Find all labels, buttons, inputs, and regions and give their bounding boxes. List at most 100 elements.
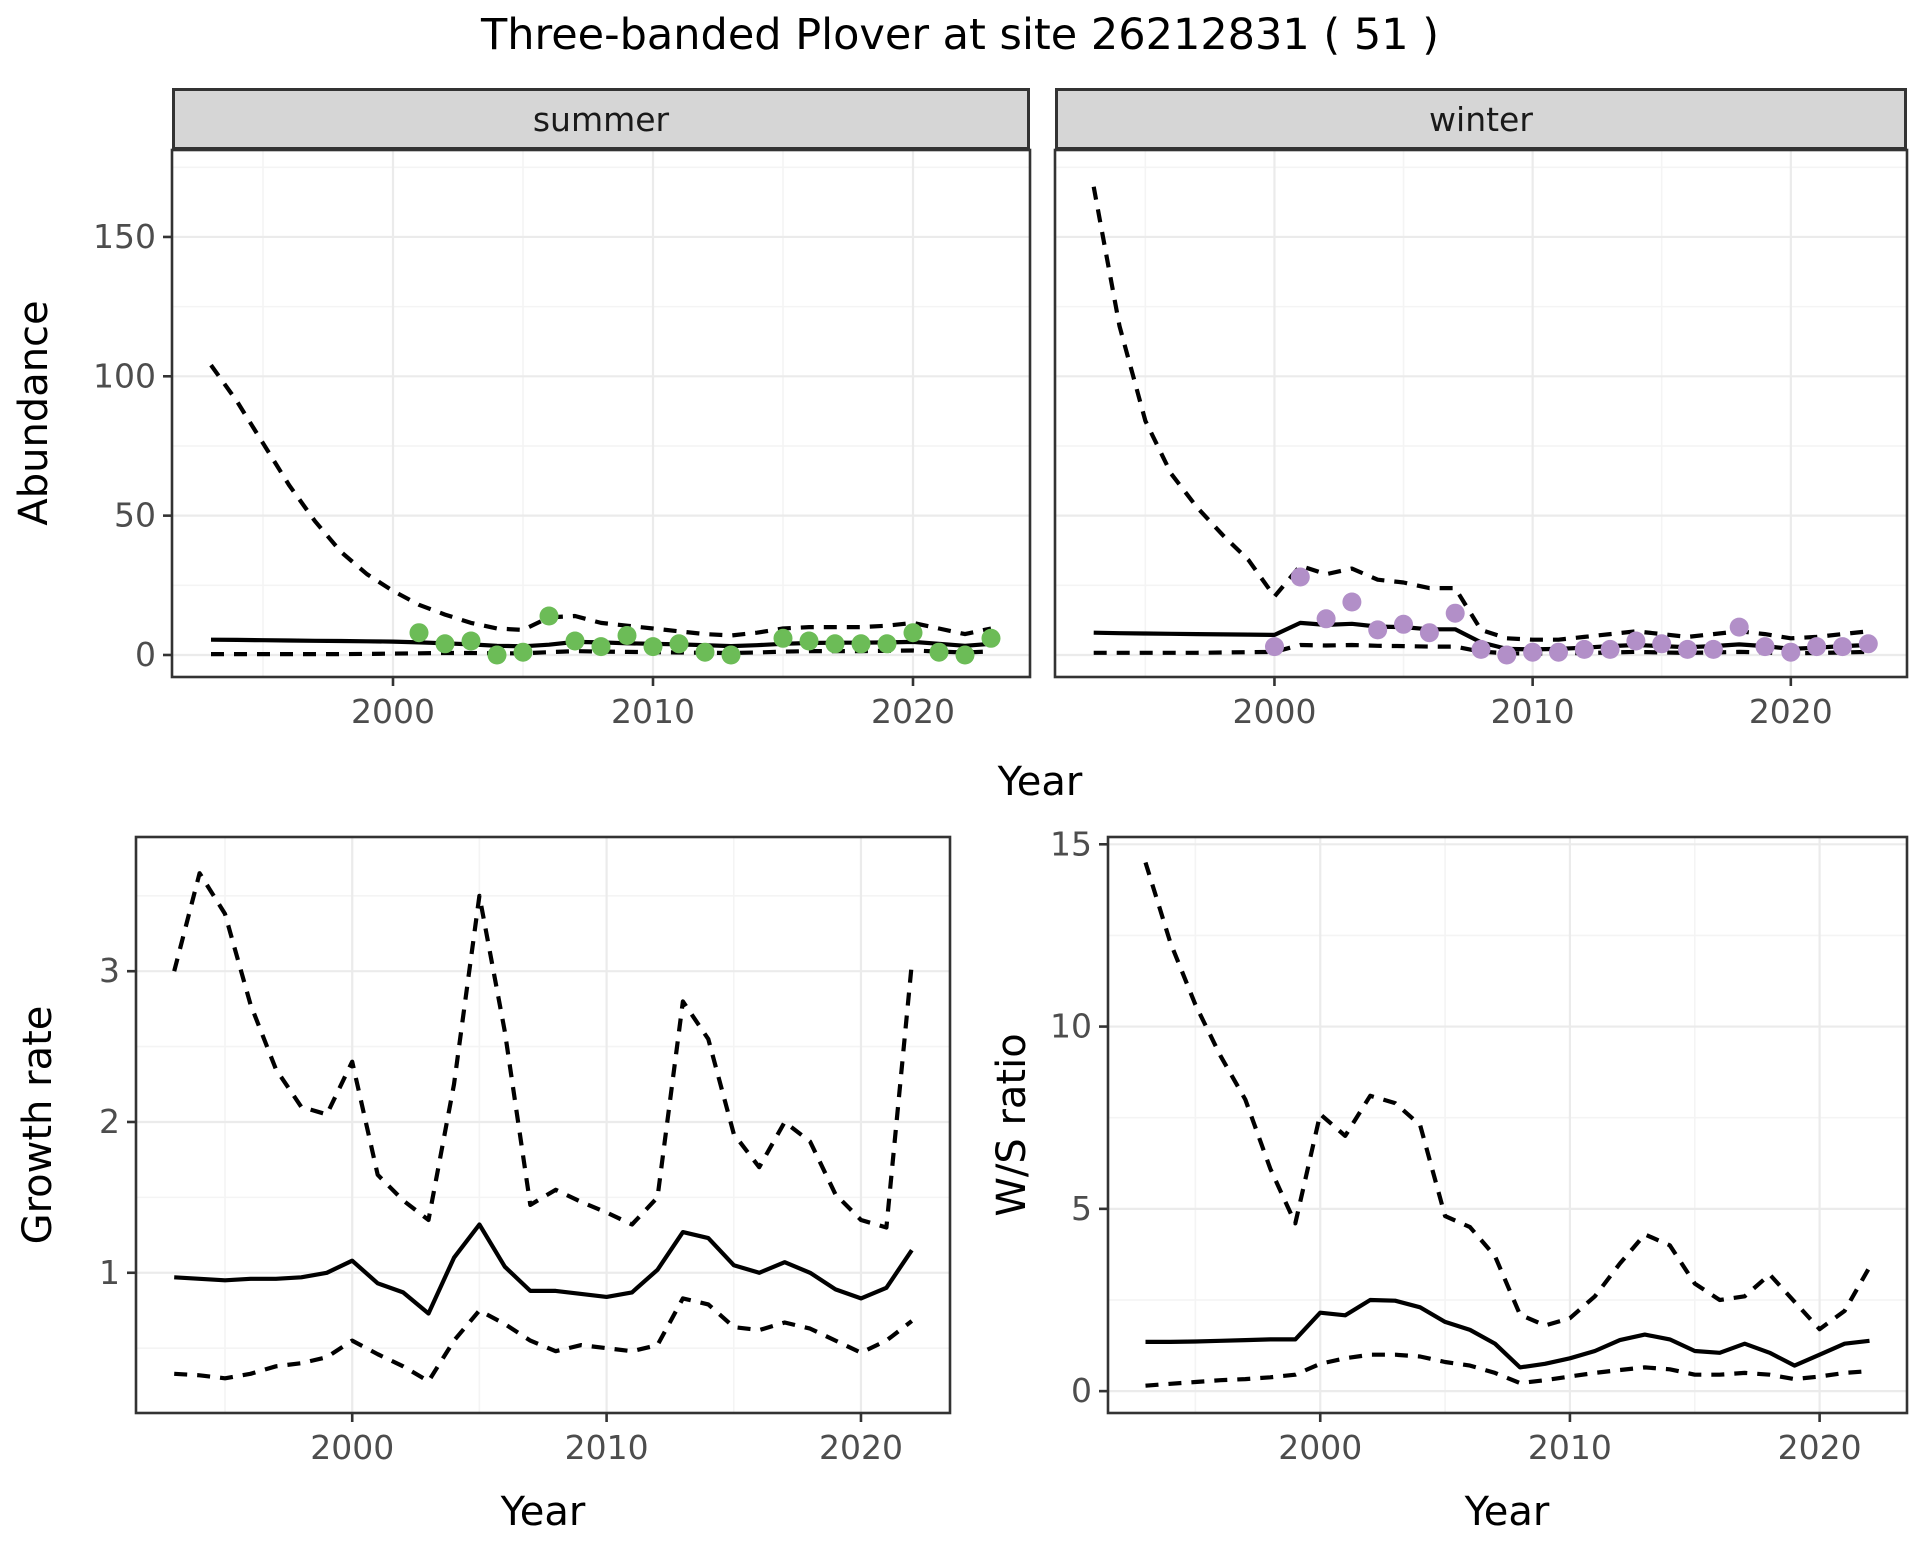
data-point-observed-counts (1549, 642, 1568, 662)
data-point-observed-counts (1729, 617, 1749, 637)
series-median (174, 1222, 914, 1316)
panel-border (134, 835, 952, 1415)
panel-background (136, 837, 950, 1413)
data-point-observed-counts (695, 642, 715, 662)
panel-border (170, 148, 1032, 679)
panel-background (1108, 837, 1907, 1413)
data-point-observed-counts (565, 631, 585, 651)
series-upper_ci (209, 363, 992, 638)
data-point-observed-counts (1600, 639, 1620, 659)
data-point-observed-counts (435, 634, 455, 654)
data-point-observed-counts (799, 631, 819, 651)
y-tick-label: 0 (1071, 1371, 1092, 1410)
data-point-observed-counts (1419, 623, 1439, 643)
panel-growth-rate: 2000 2010 2020 1 2 3 (99, 835, 952, 1467)
x-tick-label: 2020 (1749, 692, 1833, 731)
data-point-observed-counts (1703, 639, 1723, 659)
data-point-observed-counts (1833, 637, 1852, 657)
y-axis-title-growth-rate: Growth rate (15, 1005, 61, 1245)
x-tick-label: 2000 (1278, 1428, 1362, 1467)
data-point-observed-counts (513, 642, 533, 662)
data-point-observed-counts (721, 645, 741, 665)
data-point-observed-counts (1781, 642, 1801, 662)
data-point-observed-counts (539, 606, 559, 626)
data-point-observed-counts (955, 645, 975, 665)
series-median (1145, 1297, 1870, 1370)
data-point-observed-counts (1316, 609, 1336, 629)
x-axis-title-year-top: Year (997, 759, 1083, 805)
panel-border (1053, 148, 1909, 679)
facet-strip-summer-label: summer (532, 99, 670, 139)
data-point-observed-counts (1678, 639, 1697, 659)
data-point-observed-counts (1265, 637, 1284, 657)
data-point-observed-counts (669, 634, 689, 654)
data-point-observed-counts (981, 628, 1001, 648)
data-point-observed-counts (1290, 567, 1310, 587)
data-point-observed-counts (1652, 634, 1672, 654)
x-tick-label: 2000 (351, 692, 435, 731)
panel-background (172, 150, 1030, 677)
data-point-observed-counts (1807, 637, 1827, 657)
data-point-observed-counts (1342, 592, 1362, 612)
data-point-observed-counts (643, 637, 663, 657)
x-tick-label: 2020 (819, 1428, 903, 1467)
data-point-observed-counts (617, 626, 637, 645)
x-tick-label: 2010 (611, 692, 695, 731)
data-point-observed-counts (851, 634, 871, 654)
data-point-observed-counts (461, 631, 481, 651)
data-point-observed-counts (1755, 637, 1775, 657)
data-point-observed-counts (1394, 614, 1413, 634)
data-point-observed-counts (487, 645, 507, 665)
data-point-observed-counts (903, 623, 923, 643)
data-point-observed-counts (591, 637, 611, 657)
facet-strip-summer: summer (172, 88, 1030, 150)
x-tick-label: 2010 (565, 1428, 649, 1467)
series-lower_ci (1093, 642, 1869, 656)
y-tick-label: 3 (99, 951, 120, 990)
y-tick-label: 0 (135, 635, 156, 674)
data-point-observed-counts (929, 642, 949, 662)
panel-background (1055, 150, 1907, 677)
data-point-observed-counts (1626, 631, 1646, 651)
data-point-observed-counts (1445, 603, 1465, 623)
x-tick-label: 2010 (1491, 692, 1575, 731)
y-tick-label: 100 (93, 356, 156, 395)
facet-strip-winter-label: winter (1429, 99, 1533, 139)
data-point-observed-counts (877, 634, 897, 654)
panel-abundance-summer: 2000 2010 2020 0 50 100 150 (93, 148, 1032, 731)
series-lower_ci (174, 1296, 914, 1384)
facet-strip-winter: winter (1055, 88, 1907, 150)
y-tick-label: 1 (99, 1253, 120, 1292)
series-lower_ci (1145, 1352, 1870, 1388)
panel-abundance-winter: 2000 2010 2020 (1053, 148, 1909, 731)
data-point-observed-counts (409, 623, 429, 643)
data-point-observed-counts (773, 628, 793, 648)
y-tick-label: 50 (114, 496, 156, 535)
x-tick-label: 2000 (1232, 692, 1316, 731)
x-tick-label: 2010 (1528, 1428, 1612, 1467)
chart-title: Three-banded Plover at site 26212831 ( 5… (480, 10, 1440, 60)
series-upper_ci (1143, 861, 1872, 1332)
data-point-observed-counts (1523, 642, 1543, 662)
data-point-observed-counts (1471, 639, 1491, 659)
panel-ws-ratio: 2000 2010 2020 0 5 10 15 (1050, 824, 1909, 1467)
x-axis-title-year-growth: Year (500, 1489, 586, 1535)
x-tick-label: 2020 (1778, 1428, 1862, 1467)
y-tick-label: 150 (93, 217, 156, 256)
series-upper_ci (172, 871, 914, 1230)
y-tick-label: 5 (1071, 1189, 1092, 1228)
data-point-observed-counts (1574, 639, 1594, 659)
x-axis-title-year-ws: Year (1464, 1489, 1550, 1535)
data-point-observed-counts (1497, 645, 1517, 665)
y-axis-title-ws-ratio: W/S ratio (989, 1033, 1035, 1217)
x-tick-label: 2000 (310, 1428, 394, 1467)
data-point-observed-counts (825, 634, 845, 654)
y-axis-title-abundance: Abundance (11, 300, 57, 526)
panel-border (1106, 835, 1909, 1415)
y-tick-label: 10 (1050, 1007, 1092, 1046)
data-point-observed-counts (1858, 634, 1878, 654)
data-point-observed-counts (1368, 620, 1388, 640)
y-tick-label: 15 (1050, 824, 1092, 863)
